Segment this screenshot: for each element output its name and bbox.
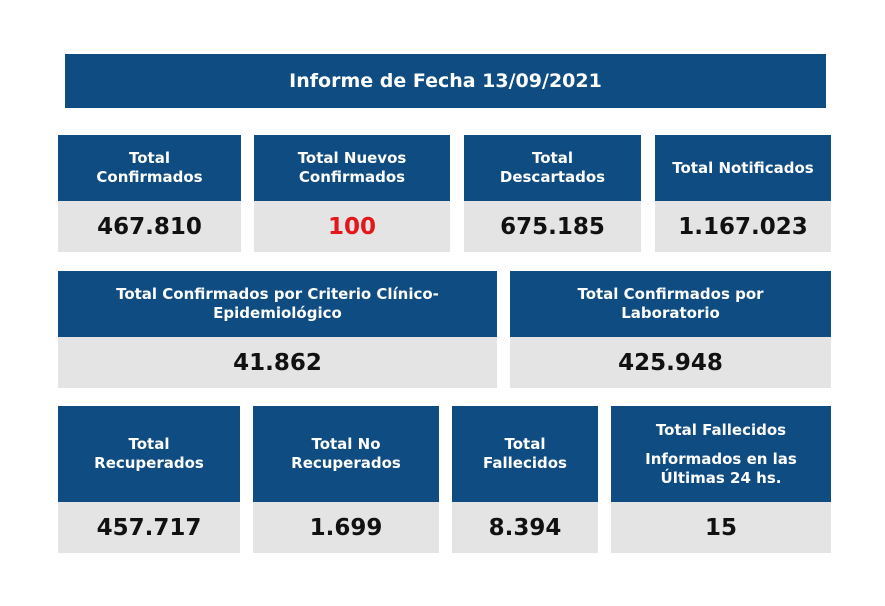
card-total-recuperados: Total Recuperados 457.717 bbox=[58, 406, 240, 553]
card-header: Total Notificados bbox=[655, 135, 831, 201]
card-total-descartados: Total Descartados 675.185 bbox=[464, 135, 641, 252]
card-sublabel: Informados en las Últimas 24 hs. bbox=[645, 449, 797, 487]
card-header: Total Nuevos Confirmados bbox=[254, 135, 450, 201]
card-value: 457.717 bbox=[58, 502, 240, 553]
card-label: Total Nuevos Confirmados bbox=[297, 149, 407, 186]
card-header: Total Confirmados por Laboratorio bbox=[510, 271, 831, 337]
card-value: 425.948 bbox=[510, 337, 831, 388]
card-value: 15 bbox=[611, 502, 831, 553]
card-value: 467.810 bbox=[58, 201, 241, 252]
card-label: Total Notificados bbox=[672, 158, 814, 177]
card-confirmados-criterio-clinico: Total Confirmados por Criterio Clínico- … bbox=[58, 271, 497, 388]
card-label: Total Descartados bbox=[499, 149, 606, 186]
card-label: Total Confirmados por Laboratorio bbox=[577, 285, 764, 322]
card-fallecidos-ultimas-24hs: Total Fallecidos Informados en las Últim… bbox=[611, 406, 831, 553]
card-confirmados-laboratorio: Total Confirmados por Laboratorio 425.94… bbox=[510, 271, 831, 388]
card-value: 1.699 bbox=[253, 502, 439, 553]
card-label: Total No Recuperados bbox=[291, 435, 401, 472]
card-header: Total Fallecidos bbox=[452, 406, 598, 502]
card-label: Total Recuperados bbox=[94, 435, 204, 472]
report-title: Informe de Fecha 13/09/2021 bbox=[65, 54, 826, 108]
card-label: Total Fallecidos bbox=[483, 435, 567, 472]
card-header: Total Fallecidos Informados en las Últim… bbox=[611, 406, 831, 502]
card-value: 100 bbox=[254, 201, 450, 252]
card-total-confirmados: Total Confirmados 467.810 bbox=[58, 135, 241, 252]
card-total-nuevos-confirmados: Total Nuevos Confirmados 100 bbox=[254, 135, 450, 252]
card-total-fallecidos: Total Fallecidos 8.394 bbox=[452, 406, 598, 553]
card-value: 1.167.023 bbox=[655, 201, 831, 252]
card-value: 8.394 bbox=[452, 502, 598, 553]
card-value: 41.862 bbox=[58, 337, 497, 388]
card-header: Total Confirmados por Criterio Clínico- … bbox=[58, 271, 497, 337]
card-header: Total Recuperados bbox=[58, 406, 240, 502]
card-header: Total No Recuperados bbox=[253, 406, 439, 502]
card-header: Total Confirmados bbox=[58, 135, 241, 201]
card-label: Total Fallecidos bbox=[655, 420, 787, 439]
card-total-no-recuperados: Total No Recuperados 1.699 bbox=[253, 406, 439, 553]
card-total-notificados: Total Notificados 1.167.023 bbox=[655, 135, 831, 252]
card-label: Total Confirmados bbox=[96, 149, 203, 186]
card-label: Total Confirmados por Criterio Clínico- … bbox=[116, 285, 439, 322]
card-value: 675.185 bbox=[464, 201, 641, 252]
card-header: Total Descartados bbox=[464, 135, 641, 201]
